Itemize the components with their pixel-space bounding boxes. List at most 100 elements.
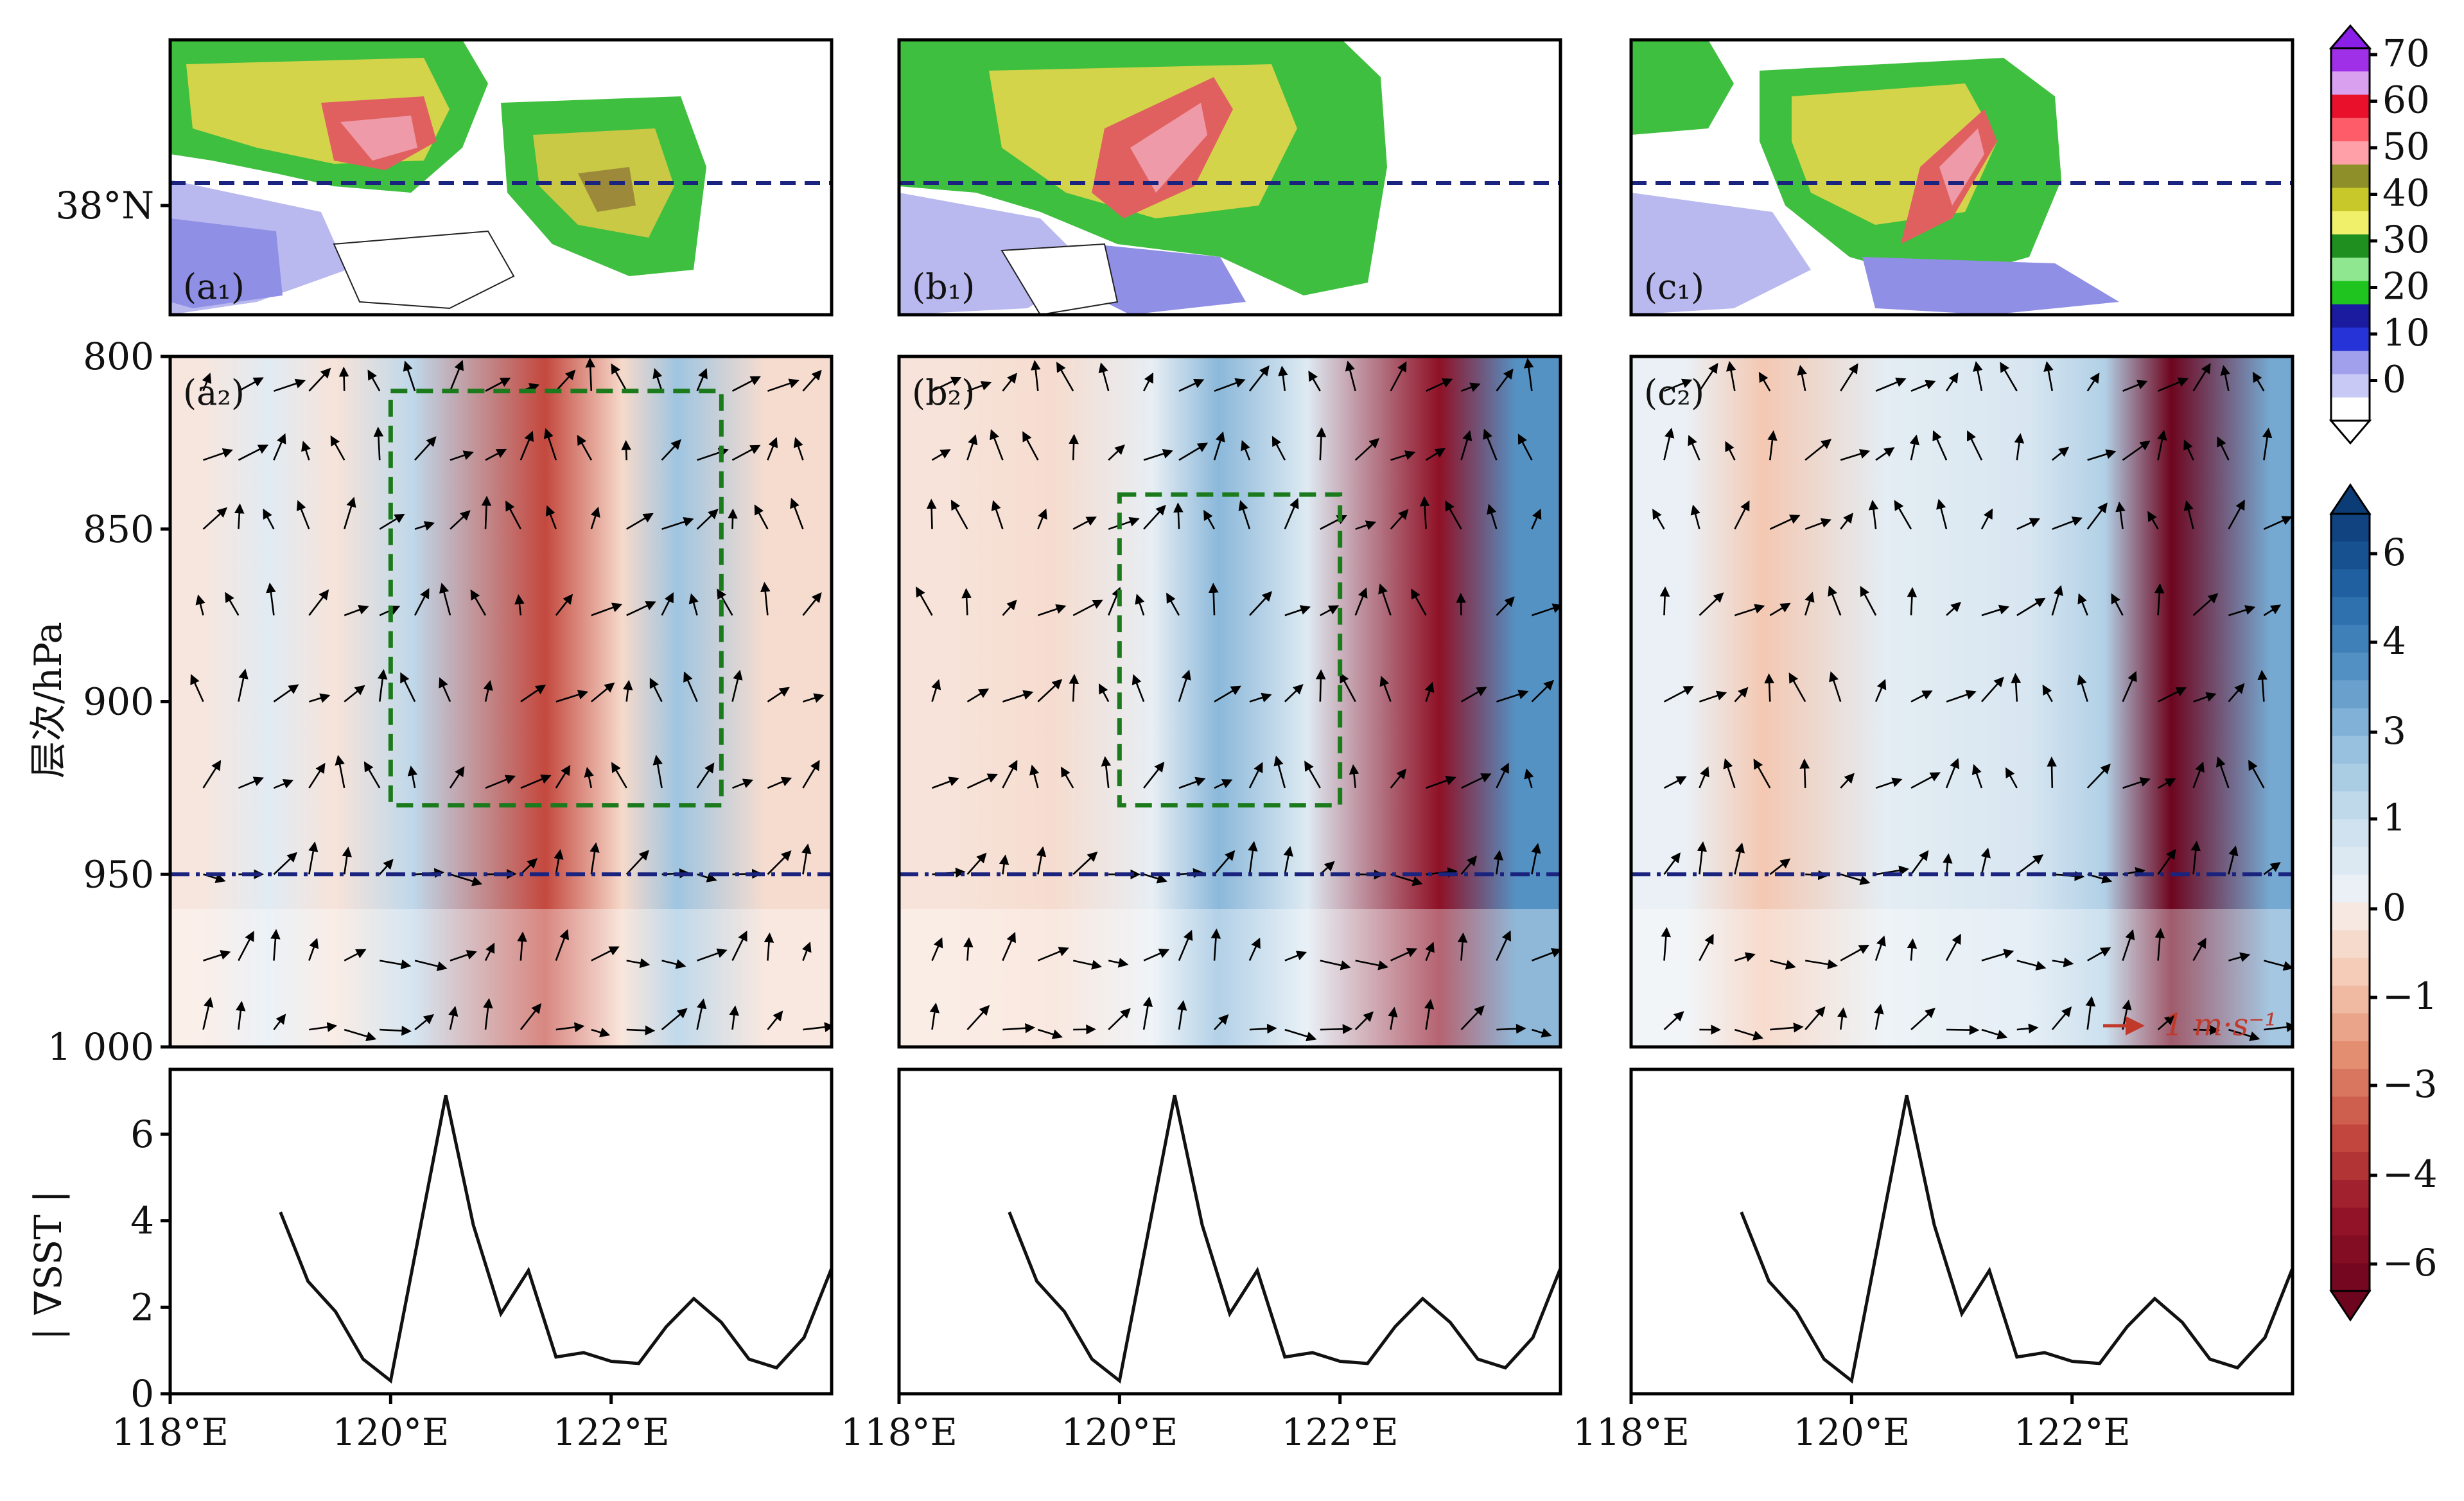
wind-vector bbox=[1517, 434, 1533, 461]
anomaly-bin bbox=[2331, 902, 2370, 931]
wind-vector bbox=[2077, 674, 2088, 702]
wind-vector bbox=[1173, 502, 1184, 529]
wind-vector bbox=[1378, 583, 1392, 616]
wind-vector bbox=[485, 377, 511, 392]
panel-label-a2: (a₂) bbox=[183, 373, 245, 413]
wind-vector bbox=[591, 1028, 611, 1037]
wind-vector bbox=[1248, 841, 1258, 875]
wind-vector bbox=[1142, 372, 1153, 392]
wind-vector bbox=[1828, 585, 1842, 616]
wind-vector bbox=[1176, 1000, 1187, 1030]
wind-vector bbox=[2183, 500, 2194, 530]
wind-vector bbox=[1804, 959, 1838, 970]
wind-vector bbox=[916, 586, 933, 616]
wind-vector bbox=[2087, 449, 2117, 461]
wind-vector bbox=[1699, 592, 1724, 617]
reflectivity-bin bbox=[2331, 71, 2370, 95]
wind-vector bbox=[1178, 929, 1193, 961]
colorbar-max-cap bbox=[2329, 24, 2372, 49]
wind-vector bbox=[591, 602, 623, 617]
wind-vector bbox=[688, 593, 699, 616]
wind-vector bbox=[485, 775, 516, 789]
anomaly-bin bbox=[2331, 958, 2370, 987]
wind-vector bbox=[1060, 766, 1074, 789]
wind-vector bbox=[1340, 672, 1356, 703]
wind-vector bbox=[555, 764, 571, 789]
wind-vector bbox=[931, 679, 941, 702]
wind-vector bbox=[1981, 604, 2010, 617]
wind-vector bbox=[1663, 776, 1687, 789]
wind-vector bbox=[2228, 605, 2256, 617]
wind-vector bbox=[1971, 764, 1983, 789]
wind-vector bbox=[1875, 777, 1903, 789]
wind-vector bbox=[344, 949, 367, 961]
wind-vector bbox=[932, 777, 959, 789]
wind-vector bbox=[1981, 949, 2014, 961]
wind-vector bbox=[961, 588, 972, 616]
wind-vector bbox=[1320, 605, 1340, 617]
wind-vector bbox=[652, 755, 663, 789]
wind-vector bbox=[1840, 513, 1853, 530]
pressure-tick-label: 950 bbox=[83, 852, 154, 896]
wind-vector bbox=[696, 368, 708, 392]
cross-section-b2: (b₂) bbox=[897, 355, 1562, 1049]
wind-vector bbox=[1496, 930, 1511, 961]
wind-vector bbox=[764, 932, 774, 961]
wind-vector bbox=[767, 687, 790, 703]
wind-vector bbox=[1284, 1028, 1317, 1042]
wind-vector bbox=[1425, 448, 1446, 461]
surface-layer bbox=[899, 909, 1560, 1047]
wind-vector bbox=[931, 449, 951, 461]
wind-vector bbox=[1725, 441, 1736, 461]
wind-vector bbox=[990, 429, 1004, 461]
wind-vector bbox=[450, 450, 474, 461]
wind-vector bbox=[483, 680, 493, 702]
wind-vector bbox=[803, 693, 825, 703]
cross-section-a2: (a₂) bbox=[168, 355, 834, 1049]
anomaly-bin bbox=[2331, 1013, 2370, 1042]
wind-vector bbox=[1037, 508, 1047, 530]
wind-vector bbox=[767, 437, 778, 461]
wind-vector bbox=[484, 942, 495, 961]
sst-tick-label: 4 bbox=[130, 1199, 154, 1243]
wind-vector bbox=[448, 1006, 459, 1030]
wind-vector bbox=[190, 674, 204, 703]
wind-vector bbox=[931, 937, 943, 961]
wind-vector bbox=[1840, 363, 1858, 392]
wind-vector bbox=[1460, 430, 1472, 461]
wind-vector bbox=[202, 997, 214, 1030]
wind-vector bbox=[1981, 1028, 2008, 1040]
wind-vector bbox=[2016, 854, 2044, 875]
wind-vector bbox=[1697, 841, 1708, 875]
wind-vector bbox=[2158, 687, 2187, 703]
anomaly-bin bbox=[2331, 874, 2370, 903]
wind-vector bbox=[1910, 772, 1941, 789]
wind-vector bbox=[790, 498, 804, 530]
wind-vector bbox=[1214, 850, 1236, 875]
reflectivity-bin bbox=[2331, 258, 2370, 281]
colorbar-tick-label: 30 bbox=[2382, 218, 2430, 261]
wind-vector bbox=[1840, 449, 1871, 461]
panel-label-b1: (b₁) bbox=[912, 267, 975, 307]
wind-vector bbox=[2147, 511, 2159, 530]
wind-vector bbox=[1108, 444, 1125, 461]
wind-vector bbox=[2000, 362, 2018, 392]
wind-vector bbox=[1531, 508, 1542, 530]
wind-vector bbox=[1135, 593, 1145, 616]
wind-vector bbox=[1002, 1023, 1036, 1033]
wind-vector bbox=[1036, 846, 1047, 875]
wind-vector bbox=[1663, 852, 1681, 875]
wind-vector bbox=[379, 859, 394, 875]
wind-vector bbox=[611, 363, 627, 392]
wind-vector bbox=[1946, 601, 1962, 617]
wind-vector bbox=[1943, 853, 1953, 875]
cross-section-c2: (c₂) 1 m·s⁻¹ bbox=[1629, 355, 2294, 1049]
wind-vector bbox=[238, 669, 249, 702]
reflectivity-bin bbox=[2331, 351, 2370, 374]
wind-vector bbox=[414, 436, 437, 461]
wind-vector bbox=[1210, 928, 1221, 961]
wind-vector bbox=[1910, 850, 1929, 875]
wind-vector bbox=[2215, 756, 2230, 789]
wind-vector bbox=[1726, 360, 1736, 392]
wind-vector bbox=[2122, 671, 2137, 703]
